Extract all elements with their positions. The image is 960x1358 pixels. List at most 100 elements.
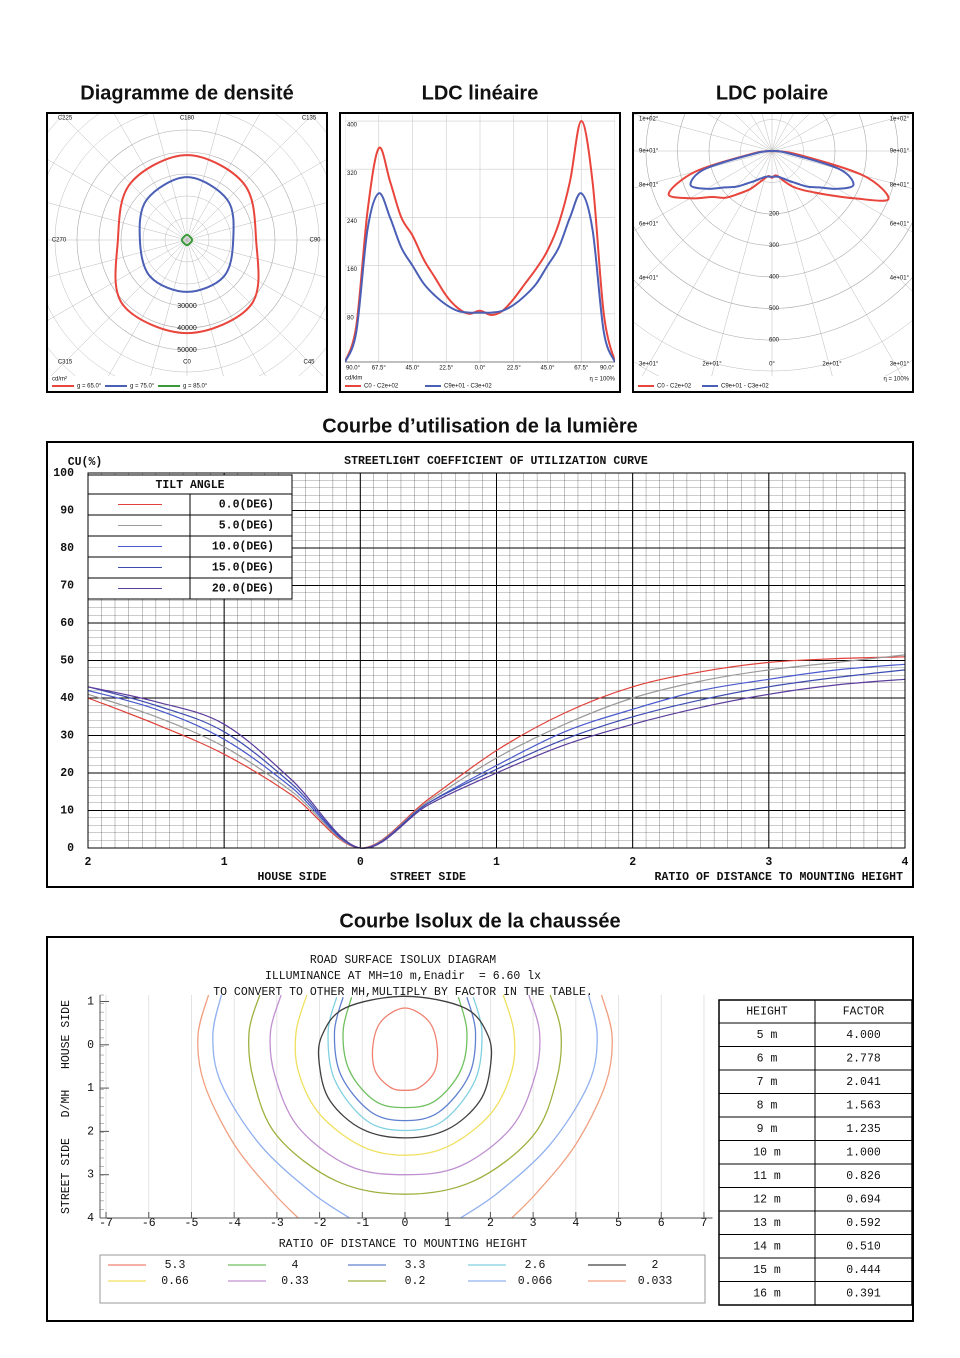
angle-label: C0 — [183, 360, 191, 366]
spoke — [771, 150, 903, 376]
table-cell: 13 m — [753, 1217, 781, 1230]
isolux-contour — [333, 997, 477, 1122]
table-cell: 1.235 — [846, 1123, 881, 1136]
legend-label: 5.3 — [165, 1259, 186, 1272]
legend-label: 10.0(DEG) — [212, 541, 274, 554]
table-cell: 0.391 — [846, 1287, 881, 1300]
table-cell: 0.444 — [846, 1264, 881, 1277]
legend-label: 2 — [652, 1259, 659, 1272]
angle-label: C135 — [302, 116, 317, 122]
table-cell: 4.000 — [846, 1029, 881, 1042]
x-tick-label: 90.0° — [346, 366, 361, 372]
legend-label: C9e+01 - C3e+02 — [444, 384, 492, 390]
spoke — [641, 150, 773, 376]
grid-ring — [645, 114, 899, 278]
x-tick-label: -4 — [227, 1217, 241, 1230]
legend-label: g = 85.0° — [183, 384, 208, 390]
ring-label: 50000 — [177, 347, 197, 354]
polar-plot — [634, 114, 912, 376]
legend-label: C0 - C2e+02 — [657, 384, 692, 390]
angle-label: C180 — [180, 116, 195, 122]
x-axis-label: RATIO OF DISTANCE TO MOUNTING HEIGHT — [655, 871, 904, 884]
spoke — [771, 150, 833, 376]
isolux-contour — [327, 997, 483, 1132]
linear-plot — [345, 115, 615, 363]
spoke — [734, 114, 773, 152]
table-cell: 15 m — [753, 1264, 781, 1277]
x-tick-label: 2 — [85, 856, 92, 869]
y-axis-label: CU(%) — [68, 456, 103, 469]
y-tick-label: 80 — [60, 542, 74, 555]
chart-title: Courbe d’utilisation de la lumière — [322, 415, 638, 437]
legend-label: 0.2 — [405, 1275, 426, 1288]
table-cell: 8 m — [757, 1099, 778, 1112]
grid-ring — [120, 173, 254, 307]
table-cell: 0.510 — [846, 1240, 881, 1253]
x-tick-label: 4 — [902, 856, 909, 869]
chart-subtitle: TO CONVERT TO OTHER MH,MULTIPLY BY FACTO… — [213, 986, 593, 999]
y-tick-label: 10 — [60, 805, 74, 818]
legend-label: 2.6 — [525, 1259, 546, 1272]
chart-title: Diagramme de densité — [80, 82, 293, 104]
y-tick-label: 100 — [53, 467, 74, 480]
legend-label: 0.0(DEG) — [219, 499, 274, 512]
legend-label: C0 - C2e+02 — [364, 384, 399, 390]
x-tick-label: 45.0° — [540, 366, 555, 372]
ring-label: 500 — [769, 306, 780, 312]
panel-frame — [339, 112, 621, 393]
axis-frame — [87, 472, 906, 849]
ring-label: 600 — [769, 338, 780, 344]
panel-frame — [46, 441, 914, 888]
chart-subtitle: ILLUMINANCE AT MH=10 m,Enadir = 6.60 lx — [265, 970, 541, 983]
isolux-contour — [269, 994, 541, 1176]
angle-label: 8e+01° — [890, 183, 910, 189]
chart-subtitle: ROAD SURFACE ISOLUX DIAGRAM — [310, 954, 496, 967]
chart-title: Courbe Isolux de la chaussée — [339, 910, 620, 932]
angle-label: 3e+01° — [890, 362, 910, 368]
table-cell: 12 m — [753, 1193, 781, 1206]
x-tick-label: 6 — [658, 1217, 665, 1230]
angle-label: 9e+01° — [890, 149, 910, 155]
y-tick-label: 320 — [347, 171, 358, 177]
angle-label: 8e+01° — [639, 183, 659, 189]
x-tick-label: -3 — [270, 1217, 284, 1230]
angle-label: C225 — [58, 116, 73, 122]
intensity-curve — [345, 119, 615, 363]
panel-frame — [46, 936, 914, 1322]
x-tick-label: 67.5° — [574, 366, 589, 372]
y-tick-label: 20 — [60, 767, 74, 780]
x-tick-label: 67.5° — [372, 366, 387, 372]
y-tick-label: 90 — [60, 505, 74, 518]
intensity-curve — [689, 150, 855, 190]
efficiency-label: η = 100% — [883, 377, 909, 383]
y-tick-label: 40 — [60, 692, 74, 705]
x-tick-label: 1 — [493, 856, 500, 869]
y-tick-label: 60 — [60, 617, 74, 630]
chart-title: LDC polaire — [716, 82, 828, 104]
efficiency-label: η = 100% — [589, 377, 615, 383]
x-tick-label: 2 — [629, 856, 636, 869]
density-curve — [180, 233, 194, 247]
x-tick-label: 0.0° — [475, 366, 486, 372]
isolux-contour — [212, 994, 598, 1218]
angle-label: C315 — [58, 360, 73, 366]
density-curve — [138, 176, 235, 293]
table-cell: 2.778 — [846, 1052, 881, 1065]
x-tick-label: 4 — [572, 1217, 579, 1230]
spoke — [771, 150, 912, 189]
spoke — [771, 150, 912, 233]
isolux-contour — [342, 997, 468, 1109]
x-tick-label: -5 — [185, 1217, 199, 1230]
y-tick-label: 80 — [347, 315, 354, 321]
table-header: FACTOR — [843, 1006, 885, 1019]
x-tick-label: 2 — [487, 1217, 494, 1230]
side-label: STREET SIDE — [390, 871, 466, 884]
spoke — [711, 150, 773, 376]
legend-label: C9e+01 - C3e+02 — [721, 384, 769, 390]
table-cell: 1.563 — [846, 1099, 881, 1112]
legend-label: 15.0(DEG) — [212, 562, 274, 575]
table-cell: 0.694 — [846, 1193, 881, 1206]
x-tick-label: 3 — [530, 1217, 537, 1230]
cu-curve — [88, 654, 905, 849]
